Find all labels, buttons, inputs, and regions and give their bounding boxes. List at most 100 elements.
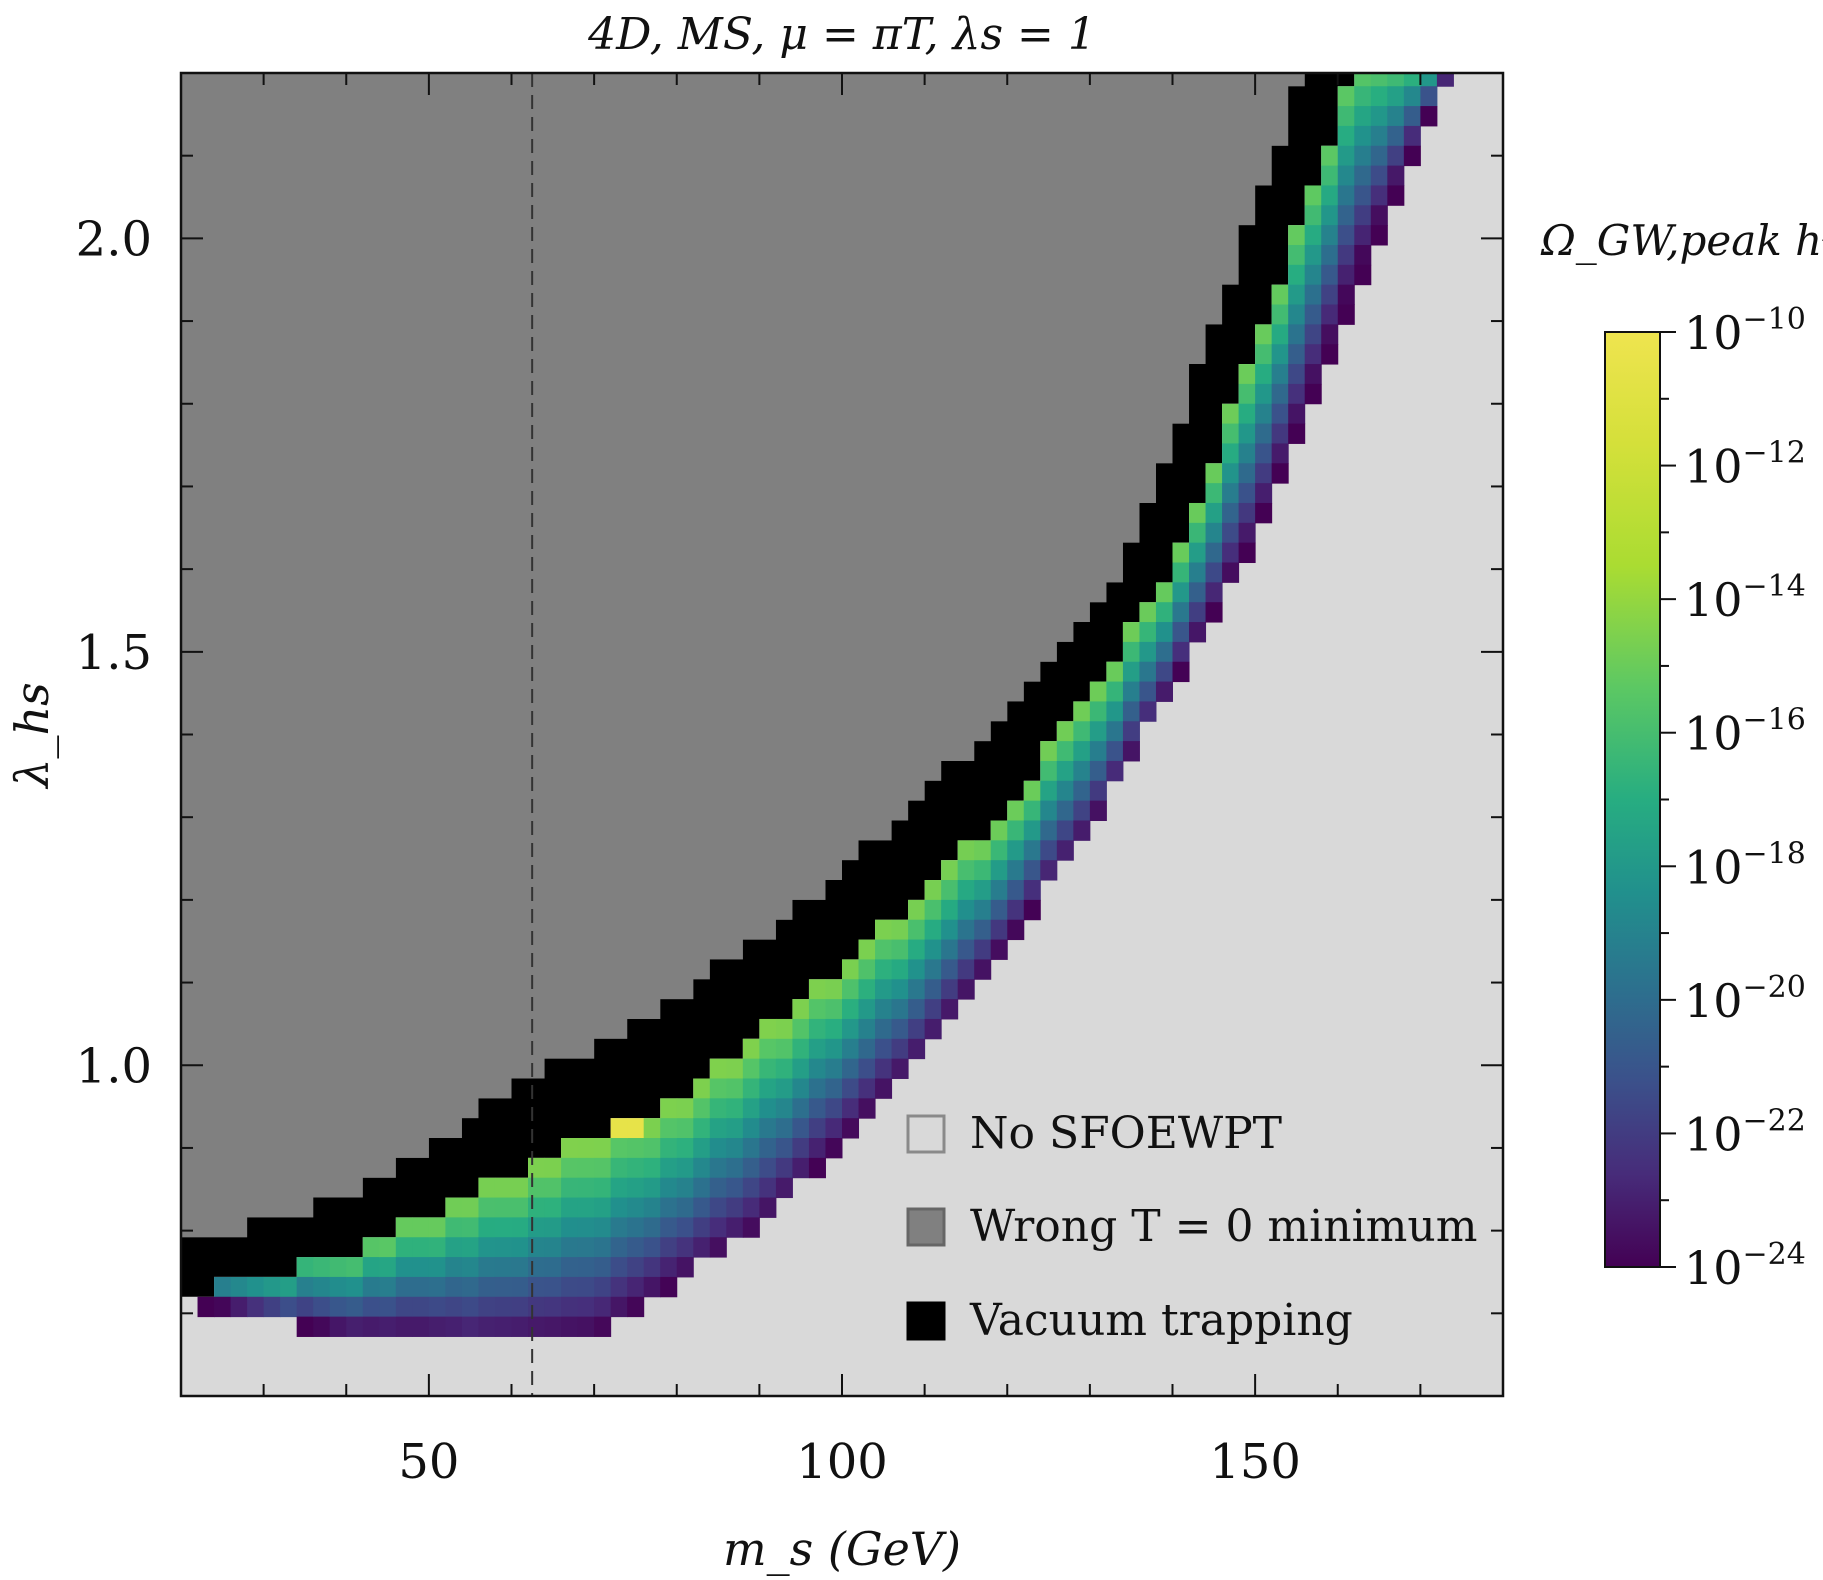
gw-cell [1205, 502, 1223, 524]
gw-cell [858, 1058, 876, 1079]
gw-cell [643, 1197, 661, 1218]
gw-cell [412, 1276, 430, 1298]
gw-cell [990, 880, 1008, 901]
gw-cell [1040, 800, 1058, 821]
gw-cell [379, 1237, 397, 1258]
gw-cell [1321, 205, 1339, 226]
colorbar-tick-label: 10−18 [1684, 836, 1806, 894]
gw-cell [1337, 244, 1355, 266]
gw-cell [445, 1296, 463, 1318]
gw-cell [1271, 344, 1289, 365]
gw-cell [1387, 73, 1405, 87]
gw-cell [329, 1276, 347, 1298]
gw-cell [412, 1296, 430, 1318]
gw-cell [1040, 820, 1058, 841]
gw-cell [693, 1118, 711, 1139]
gw-cell [1139, 622, 1157, 643]
gw-cell [775, 1018, 793, 1040]
gw-cell [577, 1138, 595, 1159]
gw-cell [1288, 403, 1306, 425]
gw-cell [1238, 403, 1256, 425]
gw-cell [858, 999, 876, 1020]
gw-cell [643, 1276, 661, 1298]
gw-cell [296, 1316, 314, 1337]
gw-cell [759, 1157, 777, 1179]
gw-cell [346, 1257, 364, 1278]
gw-cell [1056, 780, 1074, 802]
gw-cell [478, 1197, 496, 1218]
gw-cell [742, 1157, 760, 1179]
gw-cell [1222, 522, 1240, 544]
gw-cell [296, 1276, 314, 1298]
gw-cell [1155, 641, 1173, 663]
gw-cell [858, 1078, 876, 1099]
gw-cell [1304, 264, 1322, 286]
y-axis-ticks: 1.0 1.5 2.0 [76, 154, 1503, 1315]
gw-cell [511, 1197, 529, 1218]
gw-cell [1288, 344, 1306, 365]
gw-cell [1023, 880, 1041, 901]
gw-cell [1073, 701, 1091, 722]
gw-cell [1354, 165, 1372, 186]
gw-cell [1288, 284, 1306, 306]
gw-cell [1337, 86, 1355, 107]
gw-cell [594, 1157, 612, 1179]
gw-cell [974, 880, 992, 901]
gw-cell [1304, 244, 1322, 266]
gw-cell [1172, 622, 1190, 643]
gw-cell [957, 919, 975, 941]
gw-cell [709, 1058, 727, 1079]
gw-cell [908, 979, 926, 1000]
gw-cell [561, 1217, 579, 1238]
gw-cell [693, 1157, 711, 1179]
gw-cell [842, 1098, 860, 1119]
gw-cell [594, 1296, 612, 1318]
legend-item-vacuum-trapping: Vacuum trapping [906, 1295, 1353, 1346]
gw-cell [428, 1237, 446, 1258]
gw-cell [941, 880, 959, 901]
gw-cell [957, 840, 975, 861]
gw-cell [610, 1296, 628, 1318]
gw-cell [792, 1098, 810, 1119]
gw-cell [528, 1296, 546, 1318]
gw-cell [660, 1098, 678, 1119]
gw-cell [1122, 622, 1140, 643]
gw-cell [610, 1177, 628, 1199]
gw-cell [428, 1257, 446, 1278]
gw-cell [924, 1018, 942, 1040]
gw-cell [1370, 185, 1388, 206]
gw-cell [1205, 463, 1223, 484]
gw-cell [445, 1316, 463, 1337]
gw-cell [1321, 344, 1339, 365]
y-tick-label: 1.5 [76, 625, 152, 681]
gw-cell [1387, 125, 1405, 147]
gw-cell [924, 880, 942, 901]
gw-cell [693, 1078, 711, 1099]
gw-cell [1321, 264, 1339, 286]
gw-cell [1238, 502, 1256, 524]
gw-cell [412, 1316, 430, 1337]
gw-cell [858, 939, 876, 960]
gw-cell [792, 1058, 810, 1079]
gw-cell [247, 1296, 265, 1318]
gw-cell [1122, 681, 1140, 702]
gw-cell [908, 939, 926, 960]
gw-cell [296, 1296, 314, 1318]
gw-cell [908, 959, 926, 980]
colorbar-tick-label: 10−16 [1684, 703, 1806, 761]
gw-cell [577, 1237, 595, 1258]
gw-cell [1255, 443, 1273, 464]
gw-cell [494, 1217, 512, 1238]
gw-cell [742, 1197, 760, 1218]
colorbar-tick-label: 10−20 [1684, 970, 1806, 1028]
gw-cell [759, 1058, 777, 1079]
gw-cell [742, 1118, 760, 1139]
gw-cell [775, 1098, 793, 1119]
gw-cell [1172, 661, 1190, 683]
gw-cell [875, 959, 893, 980]
gw-cell [1023, 780, 1041, 802]
gw-cell [941, 899, 959, 921]
gw-cell [1056, 840, 1074, 861]
gw-cell [1089, 701, 1107, 722]
gw-cell [494, 1237, 512, 1258]
